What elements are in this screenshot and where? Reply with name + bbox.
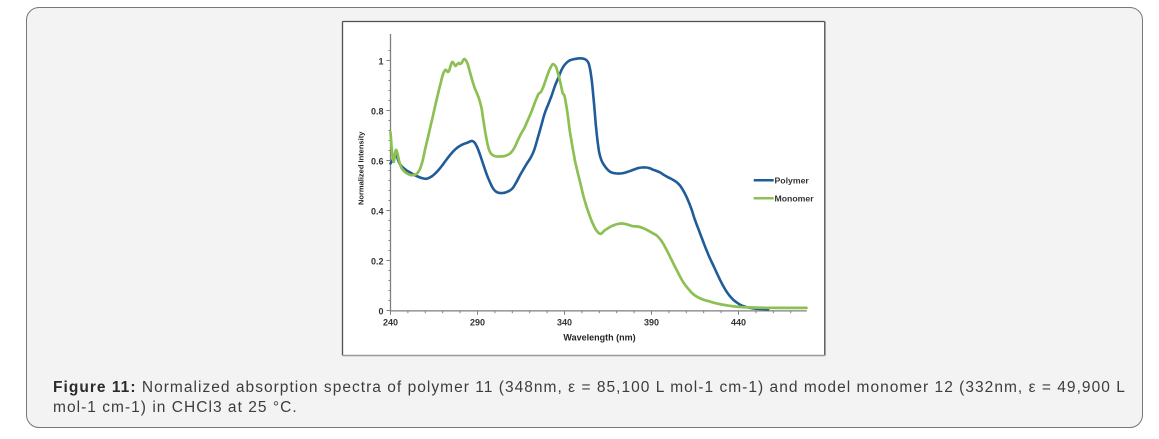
svg-text:0.6: 0.6 bbox=[371, 157, 384, 167]
svg-text:0.2: 0.2 bbox=[371, 257, 384, 267]
svg-text:340: 340 bbox=[557, 318, 572, 328]
svg-text:Monomer: Monomer bbox=[775, 193, 815, 203]
svg-text:Polymer: Polymer bbox=[775, 175, 810, 185]
svg-text:0: 0 bbox=[378, 307, 383, 317]
svg-text:290: 290 bbox=[470, 318, 485, 328]
svg-text:440: 440 bbox=[731, 318, 746, 328]
svg-text:390: 390 bbox=[644, 318, 659, 328]
svg-text:Wavelength (nm): Wavelength (nm) bbox=[563, 333, 635, 343]
svg-text:1: 1 bbox=[378, 57, 383, 67]
svg-text:0.8: 0.8 bbox=[371, 107, 384, 117]
svg-text:0.4: 0.4 bbox=[371, 207, 384, 217]
svg-text:240: 240 bbox=[383, 318, 398, 328]
svg-text:Normalized Intensity: Normalized Intensity bbox=[357, 131, 366, 205]
